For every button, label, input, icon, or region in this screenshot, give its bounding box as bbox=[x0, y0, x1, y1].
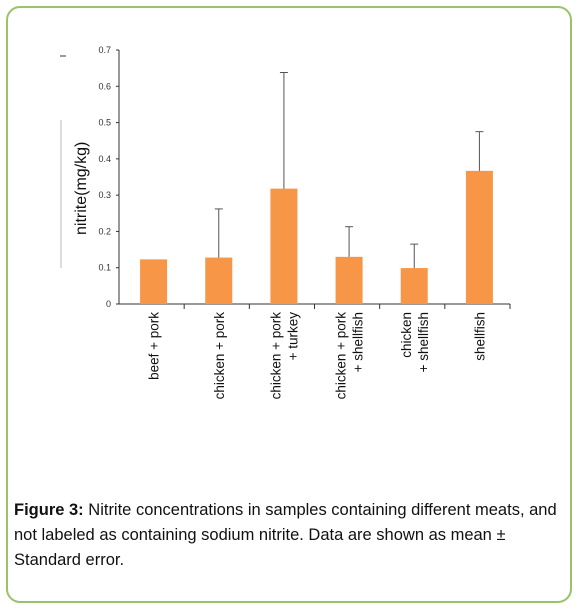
y-tick-label: 0.1 bbox=[98, 263, 111, 273]
caption-label: Figure 3: bbox=[14, 501, 84, 519]
x-tick-label: beef + pork bbox=[147, 312, 162, 380]
x-tick-label: chicken + shellfish bbox=[399, 312, 431, 372]
x-tick-label-line: beef + pork bbox=[147, 312, 162, 380]
bars bbox=[140, 170, 493, 304]
x-tick-labels: beef + pork chicken + pork chicken + pork +… bbox=[147, 312, 488, 400]
x-tick-label-line: chicken + pork bbox=[268, 312, 283, 400]
x-tick-label: chicken + pork bbox=[212, 312, 227, 400]
y-tick-label: 0.2 bbox=[98, 226, 111, 236]
bar bbox=[400, 268, 428, 304]
y-tick-label: 0.4 bbox=[98, 154, 111, 164]
x-tick-label-line: chicken + pork bbox=[212, 312, 227, 400]
y-tick-label: 0.6 bbox=[98, 81, 111, 91]
x-tick-label-line: chicken bbox=[399, 312, 414, 358]
bar-chart: nitrite(mg/kg) 0 0.1 0.2 0.3 0.4 0.5 0.6 0.7 be… bbox=[60, 45, 511, 400]
bar bbox=[465, 170, 493, 304]
y-tick-label: 0.5 bbox=[98, 118, 111, 128]
axes: 0 0.1 0.2 0.3 0.4 0.5 0.6 0.7 bbox=[98, 45, 511, 309]
y-axis-label: nitrite(mg/kg) bbox=[73, 142, 90, 235]
x-tick-label-line: shellfish bbox=[472, 312, 487, 361]
y-tick-label: 0.7 bbox=[98, 45, 111, 55]
x-tick-label: shellfish bbox=[472, 312, 487, 361]
error-bars bbox=[214, 71, 484, 269]
x-tick-label-line: chicken + pork bbox=[334, 312, 349, 400]
caption-text: Nitrite concentrations in samples contai… bbox=[14, 501, 557, 569]
bar bbox=[205, 257, 233, 304]
x-tick-label-line: + turkey bbox=[285, 312, 300, 361]
x-tick-label-line: + shellfish bbox=[351, 312, 366, 372]
y-tick-label: 0 bbox=[106, 299, 111, 309]
x-tick-label: chicken + pork + turkey bbox=[268, 312, 300, 400]
figure-caption: Figure 3: Nitrite concentrations in samp… bbox=[14, 498, 564, 573]
bar bbox=[140, 259, 168, 304]
y-tick-label: 0.3 bbox=[98, 190, 111, 200]
bar bbox=[270, 188, 298, 304]
x-tick-label-line: + shellfish bbox=[416, 312, 431, 372]
x-tick-label: chicken + pork + shellfish bbox=[334, 312, 366, 400]
bar bbox=[335, 256, 363, 304]
